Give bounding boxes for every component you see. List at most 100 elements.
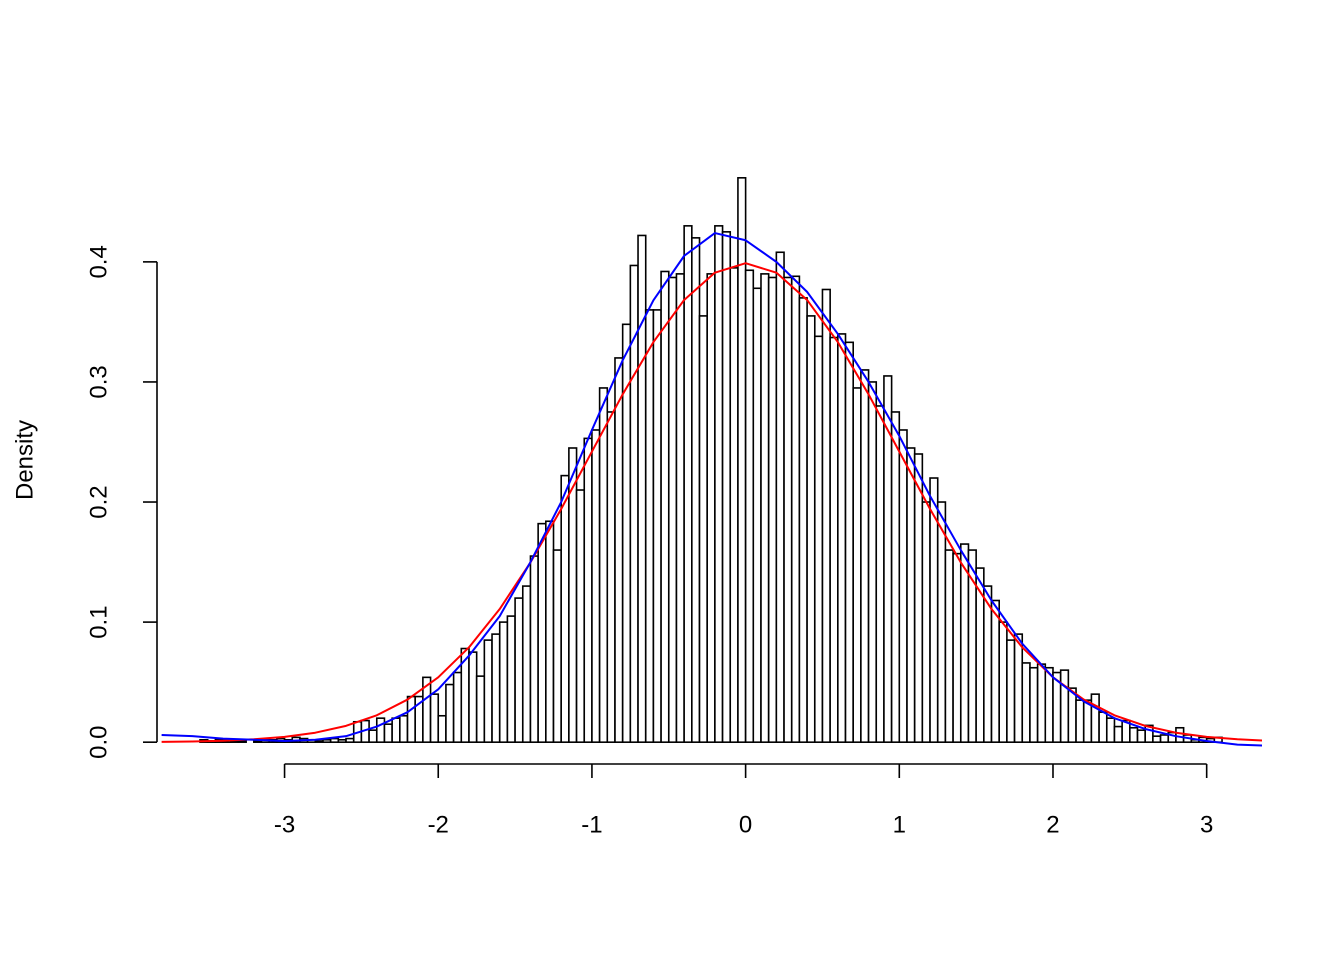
y-tick-label: 0.3 (85, 365, 112, 398)
bar (1029, 666, 1039, 743)
bar (583, 437, 593, 743)
bar (898, 429, 908, 743)
bar (1013, 633, 1024, 743)
bar (675, 273, 685, 743)
bar (591, 429, 601, 743)
y-tick-label: 0.0 (85, 725, 112, 758)
bar (614, 357, 624, 743)
bar (514, 597, 524, 743)
bar (990, 599, 1000, 743)
density-curve (161, 232, 1262, 747)
bar (798, 297, 808, 743)
bar (790, 275, 801, 743)
bar (468, 651, 478, 743)
bar (821, 288, 831, 743)
bar (1175, 726, 1185, 743)
bar (1144, 724, 1154, 743)
bar (598, 387, 609, 743)
bar (998, 621, 1008, 743)
bar (1098, 711, 1108, 743)
bar (952, 552, 962, 743)
bar (345, 737, 355, 743)
bar (491, 633, 501, 743)
bar (445, 683, 455, 743)
bar (783, 276, 793, 743)
bar (683, 225, 693, 743)
bar (813, 335, 824, 743)
bar (983, 585, 993, 743)
x-tick-label: 2 (1046, 811, 1059, 838)
bar (744, 269, 755, 743)
y-tick-label: 0.4 (85, 245, 112, 278)
plot-area (161, 177, 1262, 747)
bar (483, 639, 493, 743)
bar (322, 738, 332, 743)
bar (406, 695, 416, 743)
bar (560, 474, 570, 743)
bar (906, 447, 916, 743)
bar (644, 309, 655, 743)
bar (253, 740, 263, 743)
bar (698, 315, 708, 743)
bar (837, 333, 847, 743)
bar (1090, 693, 1100, 743)
bar (867, 381, 878, 743)
bar (314, 740, 324, 743)
bar (545, 520, 555, 743)
bar (1067, 687, 1077, 743)
bar (375, 717, 386, 743)
bar (1129, 726, 1139, 743)
bar (1006, 639, 1016, 743)
bar (498, 621, 509, 743)
bar (329, 737, 340, 743)
bar (806, 315, 816, 743)
bar (652, 309, 662, 743)
bar (1082, 699, 1093, 743)
bar (1036, 663, 1047, 743)
x-tick-label: -1 (581, 811, 602, 838)
bar (660, 270, 670, 743)
x-tick-label: -3 (274, 811, 295, 838)
bar (852, 387, 862, 743)
bar (1159, 734, 1170, 743)
x-tick-label: 1 (893, 811, 906, 838)
bar (475, 675, 486, 743)
bar (714, 225, 724, 743)
bar (691, 237, 701, 743)
bar (760, 273, 770, 743)
bar (606, 411, 616, 743)
bar (1059, 669, 1070, 743)
x-tick-label: -2 (428, 811, 449, 838)
bar (1113, 725, 1123, 743)
bar (1075, 699, 1085, 743)
bar (1105, 717, 1116, 743)
bar (829, 336, 839, 743)
bar (667, 276, 678, 743)
x-tick-label: 0 (739, 811, 752, 838)
bar (437, 714, 447, 743)
bar (552, 549, 562, 743)
bar (429, 693, 440, 743)
bar (844, 341, 854, 743)
bar (383, 723, 393, 743)
bar (737, 177, 747, 743)
y-tick-label: 0.1 (85, 605, 112, 638)
bar (767, 276, 778, 743)
bar (399, 714, 409, 743)
bar (391, 717, 401, 743)
bar (1152, 735, 1162, 743)
x-tick-label: 3 (1200, 811, 1213, 838)
bar (1136, 729, 1146, 743)
bar (921, 501, 931, 743)
bar (752, 287, 762, 743)
bar (368, 729, 378, 743)
bar (890, 411, 901, 743)
bar (860, 369, 870, 743)
bar (529, 555, 539, 743)
bar (729, 267, 739, 743)
bar (936, 501, 947, 743)
bar (637, 234, 647, 743)
bar (575, 489, 586, 743)
bar (775, 251, 785, 743)
